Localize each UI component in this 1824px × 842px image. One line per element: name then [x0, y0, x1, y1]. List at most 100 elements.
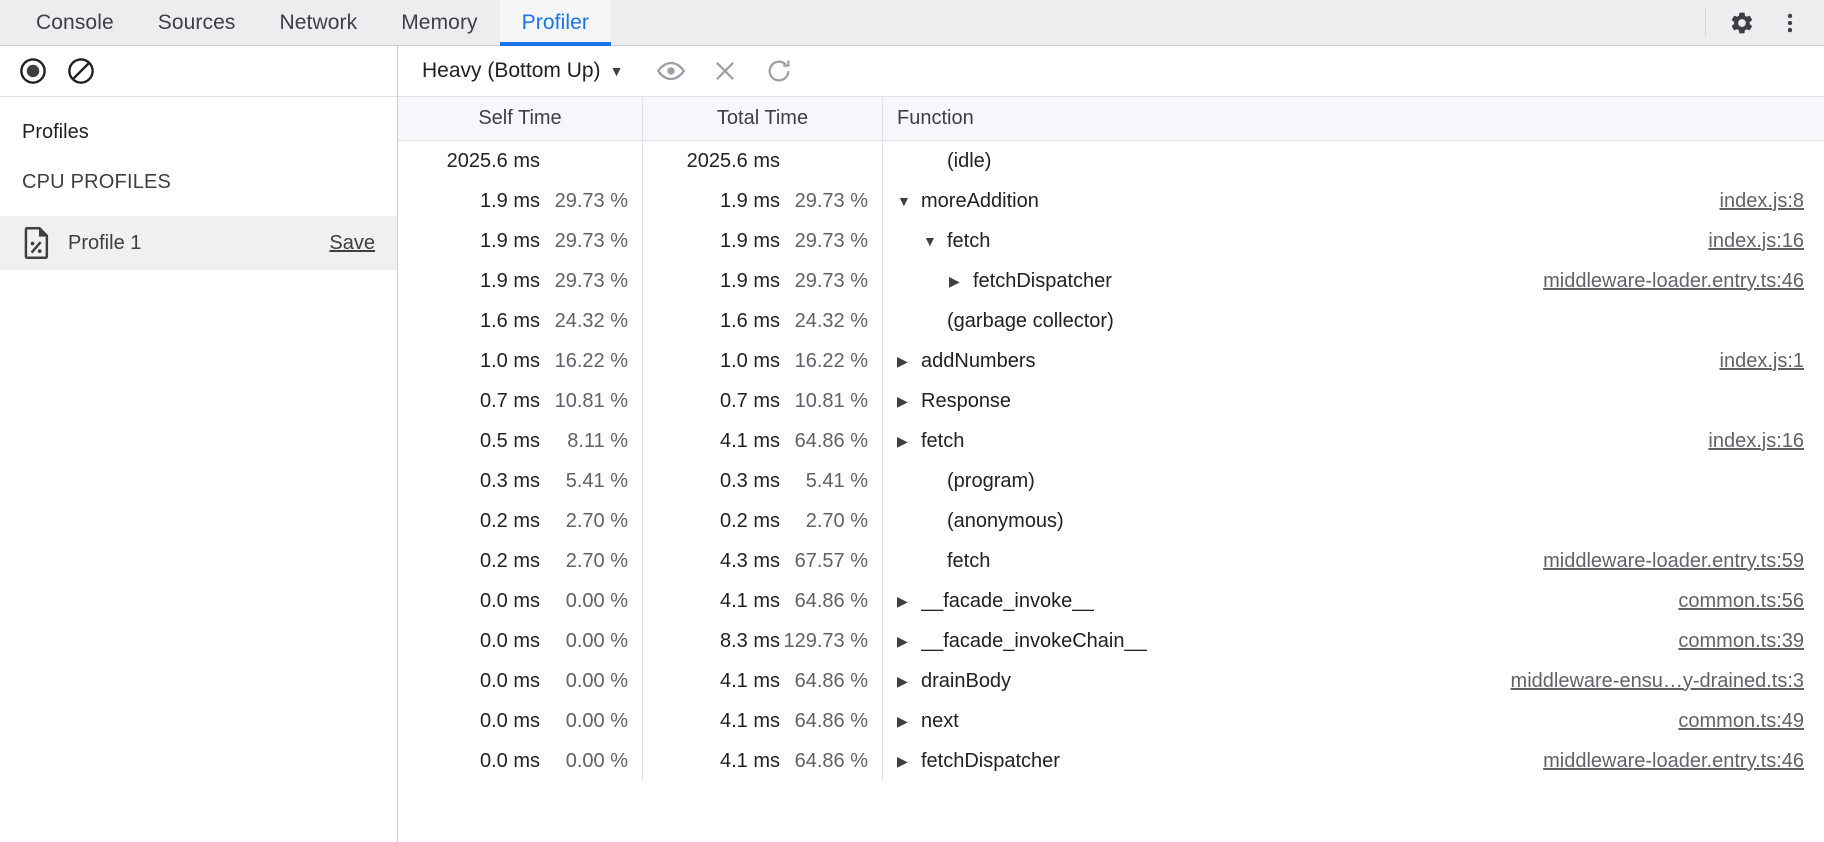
self-time-percent: 0.00 % [565, 589, 628, 612]
function-name: fetch [921, 429, 965, 452]
self-time-ms: 0.0 ms [479, 709, 540, 732]
table-row[interactable]: 0.0 ms 0.00 % 4.1 ms 64.86 % ▶ fetchDispatche… [398, 741, 1824, 781]
toolbar-divider [1705, 7, 1706, 38]
total-time-ms: 4.1 ms [719, 669, 780, 692]
self-time-ms: 0.0 ms [479, 629, 540, 652]
total-time-ms: 0.2 ms [719, 509, 780, 532]
expand-triangle-icon[interactable]: ▶ [897, 673, 908, 689]
total-time-ms: 8.3 ms [719, 629, 780, 652]
expand-triangle-icon[interactable]: ▶ [897, 753, 908, 769]
table-row[interactable]: 1.0 ms 16.22 % 1.0 ms 16.22 % ▶ addNumbers ind… [398, 341, 1824, 381]
source-location-link[interactable]: middleware-loader.entry.ts:46 [1543, 269, 1804, 292]
table-row[interactable]: 0.3 ms 5.41 % 0.3 ms 5.41 % ▶ (program) [398, 461, 1824, 501]
table-row[interactable]: 0.7 ms 10.81 % 0.7 ms 10.81 % ▶ Response [398, 381, 1824, 421]
total-time-ms: 4.1 ms [719, 709, 780, 732]
expand-triangle-icon[interactable]: ▶ [897, 633, 908, 649]
cell-function: ▶ __facade_invokeChain__ common.ts:39 [883, 621, 1824, 661]
total-time-ms: 4.3 ms [719, 549, 780, 572]
source-location-link[interactable]: middleware-ensu…y-drained.ts:3 [1510, 669, 1804, 692]
expand-triangle-icon[interactable]: ▶ [897, 713, 908, 729]
cell-self-time: 0.2 ms 2.70 % [398, 501, 643, 541]
cell-function: ▼ fetch index.js:16 [883, 221, 1824, 261]
table-row[interactable]: 0.5 ms 8.11 % 4.1 ms 64.86 % ▶ fetch index.js:… [398, 421, 1824, 461]
table-row[interactable]: 1.9 ms 29.73 % 1.9 ms 29.73 % ▼ fetch index.js… [398, 221, 1824, 261]
profile-list-item[interactable]: Profile 1 Save [0, 216, 397, 270]
cell-self-time: 0.5 ms 8.11 % [398, 421, 643, 461]
cell-self-time: 0.3 ms 5.41 % [398, 461, 643, 501]
refresh-icon[interactable] [757, 49, 801, 93]
total-time-ms: 4.1 ms [719, 429, 780, 452]
column-header-total-time[interactable]: Total Time [643, 97, 883, 140]
profile-document-percent-icon [22, 227, 52, 259]
table-row[interactable]: 0.0 ms 0.00 % 4.1 ms 64.86 % ▶ next common.ts:… [398, 701, 1824, 741]
collapse-triangle-icon[interactable]: ▼ [897, 193, 911, 209]
self-time-percent: 16.22 % [554, 349, 628, 372]
table-row[interactable]: 0.2 ms 2.70 % 0.2 ms 2.70 % ▶ (anonymous) [398, 501, 1824, 541]
table-row[interactable]: 0.0 ms 0.00 % 4.1 ms 64.86 % ▶ drainBody middl… [398, 661, 1824, 701]
tab-memory[interactable]: Memory [401, 10, 478, 34]
collapse-triangle-icon[interactable]: ▼ [923, 233, 937, 249]
function-name: fetch [947, 229, 991, 252]
self-time-percent: 0.00 % [565, 669, 628, 692]
source-location-link[interactable]: middleware-loader.entry.ts:59 [1543, 549, 1804, 572]
cell-function: ▶ fetch index.js:16 [883, 421, 1824, 461]
column-header-self-time[interactable]: Self Time [398, 97, 643, 140]
column-header-function[interactable]: Function [897, 107, 974, 129]
source-location-link[interactable]: middleware-loader.entry.ts:46 [1543, 749, 1804, 772]
tab-sources[interactable]: Sources [157, 10, 236, 34]
expand-triangle-icon[interactable]: ▶ [897, 353, 908, 369]
expand-triangle-icon[interactable]: ▶ [897, 433, 908, 449]
tab-network[interactable]: Network [279, 10, 358, 34]
expand-triangle-icon[interactable]: ▶ [897, 593, 908, 609]
source-location-link[interactable]: common.ts:56 [1678, 589, 1804, 612]
self-time-percent: 24.32 % [554, 309, 628, 332]
record-circle-icon[interactable] [14, 52, 52, 90]
table-row[interactable]: 1.9 ms 29.73 % 1.9 ms 29.73 % ▼ moreAddition i… [398, 181, 1824, 221]
tab-console[interactable]: Console [36, 10, 114, 34]
function-name: __facade_invoke__ [921, 589, 1095, 612]
expand-triangle-icon[interactable]: ▶ [949, 273, 960, 289]
expand-triangle-icon[interactable]: ▶ [897, 393, 908, 409]
total-time-ms: 1.9 ms [719, 269, 780, 292]
gear-icon[interactable] [1720, 1, 1764, 45]
source-location-link[interactable]: index.js:8 [1719, 189, 1805, 212]
total-time-percent: 29.73 % [794, 189, 868, 212]
cell-self-time: 0.0 ms 0.00 % [398, 581, 643, 621]
table-row[interactable]: 0.0 ms 0.00 % 8.3 ms 129.73 % ▶ __facade_invo… [398, 621, 1824, 661]
function-name: (anonymous) [947, 509, 1064, 532]
clear-prohibited-icon[interactable] [62, 52, 100, 90]
self-time-ms: 1.0 ms [479, 349, 540, 372]
more-vertical-icon[interactable] [1768, 1, 1812, 45]
source-location-link[interactable]: index.js:16 [1708, 229, 1804, 252]
total-time-percent: 5.41 % [805, 469, 868, 492]
self-time-ms: 1.6 ms [479, 309, 540, 332]
eye-icon[interactable] [649, 49, 693, 93]
table-row[interactable]: 1.6 ms 24.32 % 1.6 ms 24.32 % ▶ (garbage coll… [398, 301, 1824, 341]
table-row[interactable]: 0.2 ms 2.70 % 4.3 ms 67.57 % ▶ fetch middlewar… [398, 541, 1824, 581]
total-time-ms: 4.1 ms [719, 589, 780, 612]
source-location-link[interactable]: index.js:16 [1708, 429, 1804, 452]
close-x-icon[interactable] [703, 49, 747, 93]
save-profile-link[interactable]: Save [329, 231, 375, 254]
profile-name-label: Profile 1 [68, 231, 142, 254]
total-time-percent: 67.57 % [794, 549, 868, 572]
cell-function: ▶ Response [883, 381, 1824, 421]
total-time-percent: 64.86 % [794, 749, 868, 772]
cell-total-time: 4.1 ms 64.86 % [643, 581, 883, 621]
tree-spacer: ▶ [923, 314, 941, 328]
table-row[interactable]: 0.0 ms 0.00 % 4.1 ms 64.86 % ▶ __facade_invok… [398, 581, 1824, 621]
source-location-link[interactable]: common.ts:39 [1678, 629, 1804, 652]
cell-total-time: 1.0 ms 16.22 % [643, 341, 883, 381]
self-time-percent: 8.11 % [567, 429, 628, 452]
cell-self-time: 0.0 ms 0.00 % [398, 661, 643, 701]
table-row[interactable]: 2025.6 ms 2025.6 ms ▶ (idle) [398, 141, 1824, 181]
view-mode-dropdown[interactable]: Heavy (Bottom Up) ▼ [416, 55, 629, 87]
tab-profiler[interactable]: Profiler [499, 0, 612, 46]
table-row[interactable]: 1.9 ms 29.73 % 1.9 ms 29.73 % ▶ fetchDispatch… [398, 261, 1824, 301]
self-time-ms: 2025.6 ms [446, 149, 540, 172]
source-location-link[interactable]: common.ts:49 [1678, 709, 1804, 732]
source-location-link[interactable]: index.js:1 [1719, 349, 1805, 372]
cell-self-time: 1.9 ms 29.73 % [398, 181, 643, 221]
cell-self-time: 1.0 ms 16.22 % [398, 341, 643, 381]
